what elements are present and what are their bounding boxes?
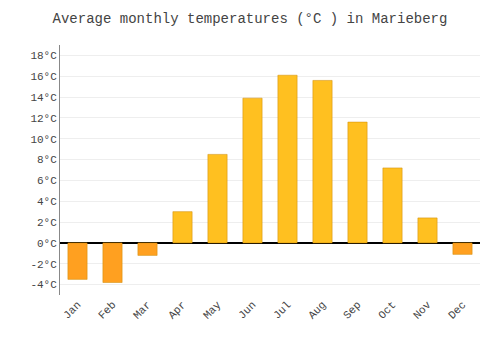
svg-text:12°C: 12°C — [30, 113, 57, 125]
svg-text:Mar: Mar — [131, 299, 153, 321]
svg-text:18°C: 18°C — [30, 50, 57, 62]
svg-text:Aug: Aug — [306, 299, 328, 321]
svg-text:2°C: 2°C — [37, 217, 57, 229]
svg-text:-4°C: -4°C — [30, 279, 57, 291]
svg-text:8°C: 8°C — [37, 154, 57, 166]
svg-text:Feb: Feb — [96, 299, 118, 321]
svg-text:Jun: Jun — [236, 299, 258, 321]
svg-text:14°C: 14°C — [30, 92, 57, 104]
svg-text:-2°C: -2°C — [30, 259, 57, 271]
svg-text:Jan: Jan — [61, 299, 83, 321]
svg-text:May: May — [201, 299, 224, 322]
svg-text:Nov: Nov — [411, 299, 434, 322]
svg-text:16°C: 16°C — [30, 71, 57, 83]
svg-text:4°C: 4°C — [37, 196, 57, 208]
svg-text:Sep: Sep — [341, 299, 363, 321]
svg-text:6°C: 6°C — [37, 175, 57, 187]
svg-text:10°C: 10°C — [30, 134, 57, 146]
svg-text:Dec: Dec — [446, 299, 468, 321]
svg-text:Oct: Oct — [376, 299, 398, 321]
svg-text:Apr: Apr — [166, 299, 188, 321]
svg-text:0°C: 0°C — [37, 238, 57, 250]
svg-text:Average monthly temperatures (: Average monthly temperatures (°C ) in Ma… — [53, 11, 448, 27]
svg-text:Jul: Jul — [271, 299, 293, 321]
